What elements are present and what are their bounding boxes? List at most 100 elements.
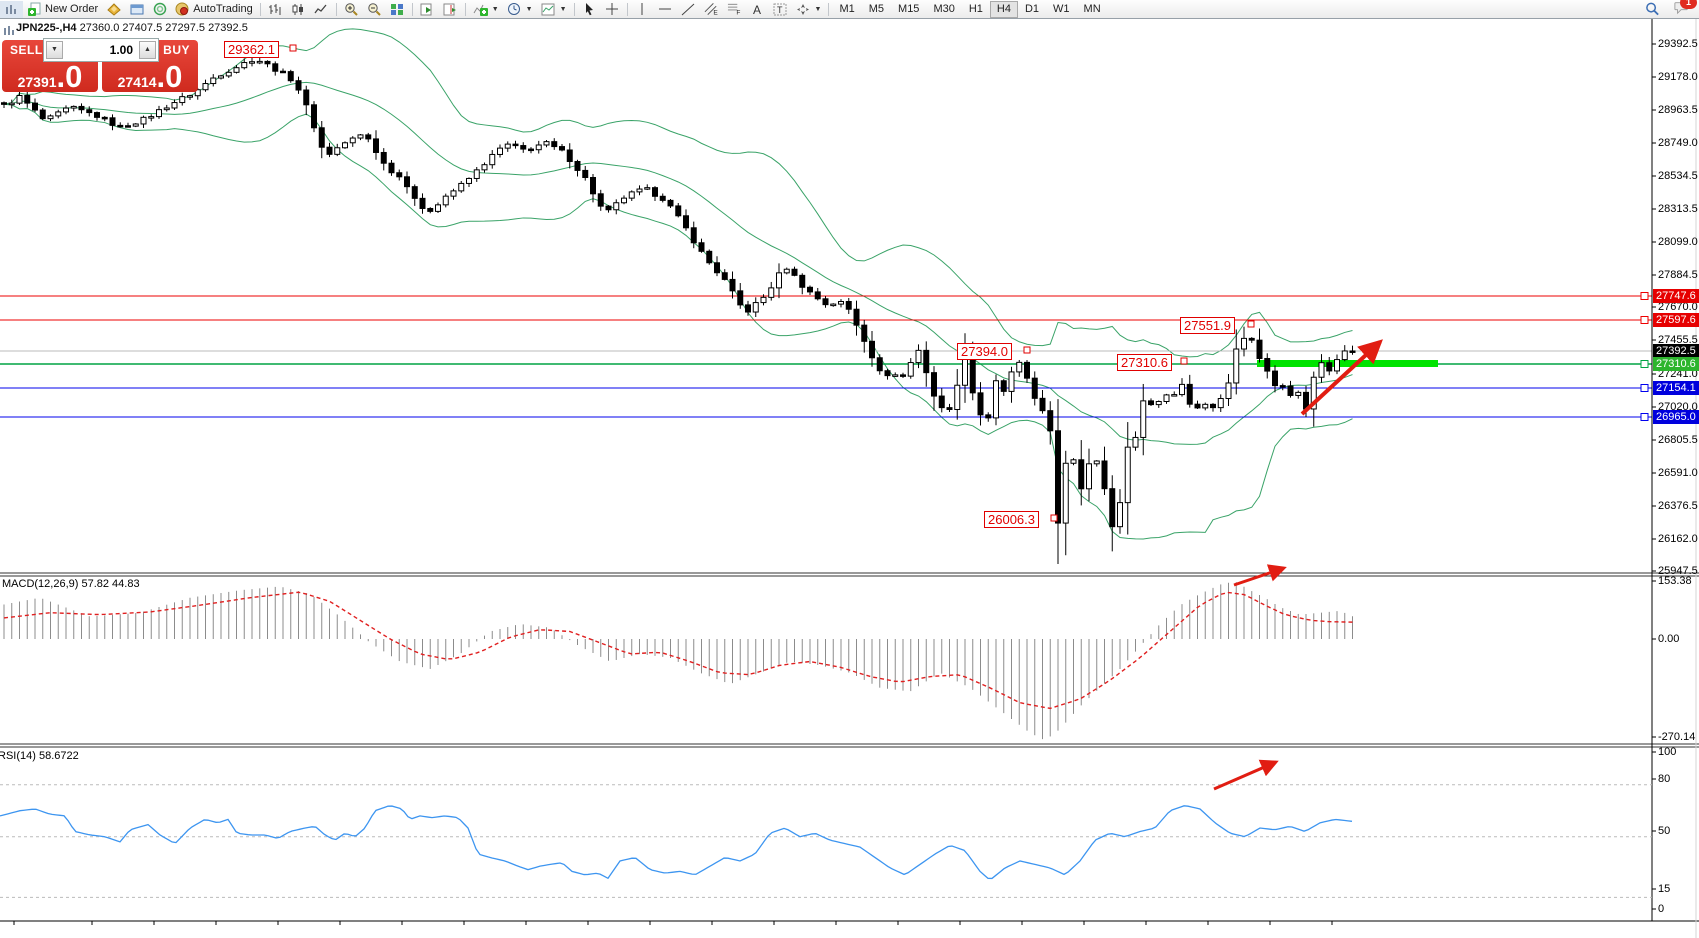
new-order-label: New Order [45, 3, 99, 15]
volume-increase-button[interactable]: ▲ [139, 41, 156, 59]
price-axis-tick: 26805.5 [1658, 434, 1698, 446]
price-level-badge: 27310.6 [1653, 357, 1699, 371]
auto-scroll-icon [420, 2, 435, 17]
price-level-badge: 26965.0 [1653, 410, 1699, 424]
price-axis-tick: 28749.0 [1658, 137, 1698, 149]
price-axis-tick: 27884.5 [1658, 269, 1698, 281]
price-chart-canvas[interactable] [0, 18, 1699, 938]
price-callout-label[interactable]: 29362.1 [224, 41, 279, 58]
macd-axis-tick: 0.00 [1658, 633, 1680, 645]
toolbar-separator [259, 2, 261, 16]
crosshair-button[interactable] [601, 1, 624, 18]
alerts-icon [152, 2, 167, 17]
chart-window[interactable]: JPN225-,H4 27360.0 27407.5 27297.5 27392… [0, 18, 1699, 938]
horizontal-level-lines[interactable] [0, 292, 1652, 421]
price-axis-tick: 27241.0 [1658, 368, 1698, 380]
zoom-in-button[interactable] [340, 1, 363, 18]
auto-scroll-button[interactable] [416, 1, 439, 18]
timeframe-m30-button[interactable]: M30 [933, 2, 955, 15]
timeframe-m1-button[interactable]: M1 [839, 2, 855, 15]
text-button[interactable]: A [746, 1, 769, 18]
price-callout-label[interactable]: 27551.9 [1180, 317, 1235, 334]
autotrading-button[interactable]: AutoTrading [171, 1, 257, 18]
timeframe-h1-button[interactable]: H1 [968, 2, 983, 15]
styler-button[interactable] [102, 1, 125, 18]
arrows-button[interactable]: ▼ [792, 1, 826, 18]
equidistant-channel-button[interactable]: E [700, 1, 723, 18]
chart-mini-icon [4, 2, 19, 17]
buy-button[interactable]: BUY [163, 43, 190, 57]
rsi-indicator [0, 805, 1353, 880]
text-icon: A [750, 2, 765, 17]
trend-arrow[interactable] [1213, 759, 1279, 791]
cursor-button[interactable] [578, 1, 601, 18]
tile-windows-button[interactable] [386, 1, 409, 18]
price-callout-label[interactable]: 27310.6 [1117, 354, 1172, 371]
candlestick-chart-button[interactable] [287, 1, 310, 18]
new-order-button[interactable]: New Order [23, 1, 102, 18]
volume-value: 1.00 [109, 43, 133, 57]
chart-shift-button[interactable] [439, 1, 462, 18]
price-callout-label[interactable]: 27394.0 [957, 343, 1012, 360]
sell-panel[interactable]: SELL 27391.0 [2, 40, 98, 92]
sell-button[interactable]: SELL [10, 43, 43, 57]
indicators-button[interactable]: ▼ [469, 1, 503, 18]
price-axis-tick: 28534.5 [1658, 170, 1698, 182]
toolbar-separator [626, 2, 628, 16]
trend-arrow[interactable] [1233, 564, 1287, 587]
toolbar-separator [573, 2, 575, 16]
chart-title: JPN225-,H4 27360.0 27407.5 27297.5 27392… [16, 22, 248, 34]
macd-indicator [3, 582, 1353, 740]
vertical-line-button[interactable] [631, 1, 654, 18]
horizontal-line-button[interactable] [654, 1, 677, 18]
zoom-out-icon [367, 2, 382, 17]
fibonacci-button[interactable]: F [723, 1, 746, 18]
rsi-axis-tick: 50 [1658, 825, 1671, 837]
volume-stepper[interactable]: ▼ 1.00 ▲ [43, 38, 159, 62]
rsi-axis-tick: 15 [1658, 883, 1671, 895]
one-click-trading-panel: SELL 27391.0 BUY 27414.0 ▼ 1.00 ▲ [2, 38, 198, 94]
timeframe-d1-button[interactable]: D1 [1024, 2, 1040, 15]
periods-button[interactable]: ▼ [503, 1, 537, 18]
sell-price-big: .0 [56, 59, 83, 94]
price-axis-tick: 28963.5 [1658, 104, 1698, 116]
trendline-button[interactable] [677, 1, 700, 18]
candlesticks [1, 48, 1356, 564]
timeframe-w1-button[interactable]: W1 [1053, 2, 1070, 15]
volume-decrease-button[interactable]: ▼ [46, 41, 63, 59]
indicators-dropdown-caret[interactable]: ▼ [491, 5, 499, 13]
macd-axis-tick: -270.14 [1658, 731, 1696, 743]
templates-button[interactable]: ▼ [537, 1, 571, 18]
open-chart-button[interactable] [125, 1, 148, 18]
price-axis-tick: 26376.5 [1658, 500, 1698, 512]
periods-dropdown-caret[interactable]: ▼ [525, 5, 533, 13]
text-label-icon: T [773, 2, 788, 17]
arrows-dropdown-caret[interactable]: ▼ [814, 5, 822, 13]
timeframe-mn-button[interactable]: MN [1083, 2, 1101, 15]
trendline-icon [681, 2, 696, 17]
chart-mini-button[interactable] [0, 0, 23, 18]
line-chart-button[interactable] [310, 1, 333, 18]
price-level-badge: 27597.6 [1653, 313, 1699, 327]
text-label-button[interactable]: T [769, 1, 792, 18]
alerts-button[interactable] [148, 1, 171, 18]
support-zone-bar[interactable] [1257, 360, 1438, 367]
bar-chart-button[interactable] [264, 1, 287, 18]
main-toolbar: New Order AutoTrading ▼ ▼ ▼ E F A T ▼ M1 M5 M15 M30 H1… [0, 0, 1699, 19]
chart-title-icon [3, 24, 16, 42]
ohlc-values: 27360.0 27407.5 27297.5 27392.5 [79, 22, 248, 34]
notifications-button[interactable]: 1 [1674, 0, 1697, 18]
timeframe-h4-button[interactable]: H4 [989, 0, 1018, 18]
horizontal-line-icon [658, 2, 673, 17]
trend-arrow[interactable] [1300, 339, 1383, 416]
search-icon[interactable] [1645, 2, 1660, 17]
notification-badge: 1 [1680, 0, 1697, 9]
timeframe-m5-button[interactable]: M5 [868, 2, 885, 15]
price-callout-label[interactable]: 26006.3 [984, 511, 1039, 528]
price-axis-tick: 27455.5 [1658, 334, 1698, 346]
price-axis-tick: 26162.0 [1658, 533, 1698, 545]
timeframe-m15-button[interactable]: M15 [898, 2, 920, 15]
templates-dropdown-caret[interactable]: ▼ [559, 5, 567, 13]
macd-label: MACD(12,26,9) 57.82 44.83 [2, 578, 140, 590]
zoom-out-button[interactable] [363, 1, 386, 18]
